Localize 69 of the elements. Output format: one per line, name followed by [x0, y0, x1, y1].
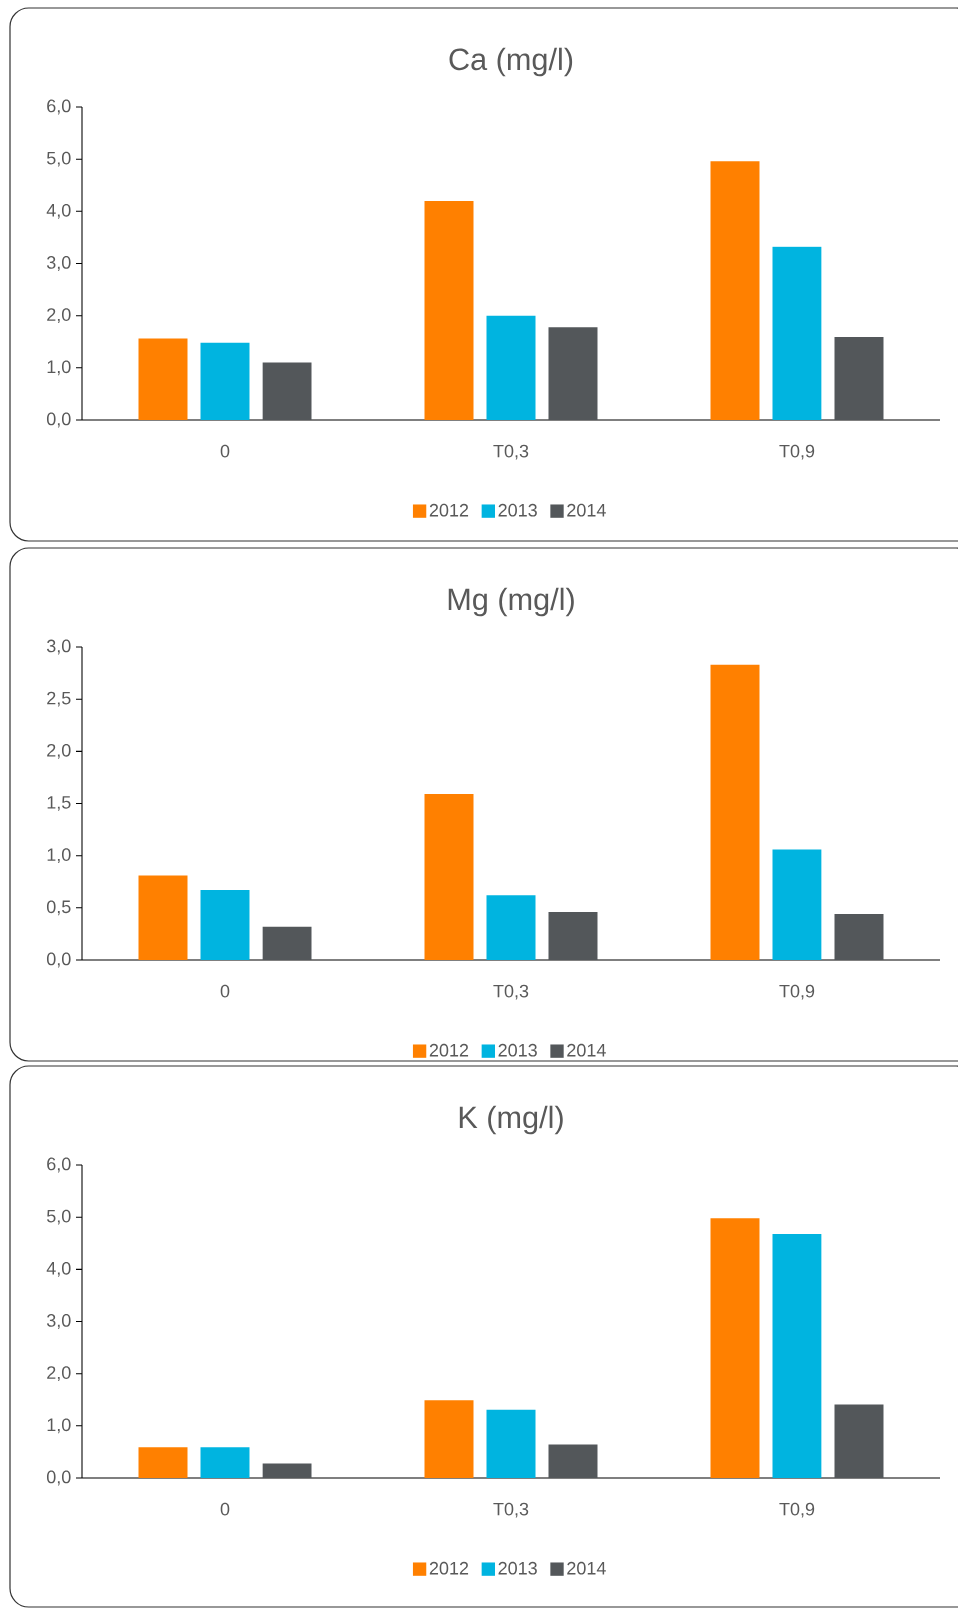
bar — [548, 327, 598, 420]
bar — [262, 1463, 312, 1478]
chart-title: Ca (mg/l) — [449, 47, 573, 77]
x-tick-label: T0,9 — [779, 984, 815, 1000]
x-tick-label: T0,3 — [493, 984, 529, 1000]
x-tick-label: T0,3 — [493, 1502, 529, 1518]
bar — [424, 1400, 474, 1478]
y-tick-label: 5,0 — [46, 151, 71, 167]
bar — [772, 246, 822, 420]
y-tick-label: 0,0 — [46, 952, 71, 968]
bar — [424, 200, 474, 420]
y-tick-label: 2,0 — [47, 308, 71, 324]
bar — [200, 1447, 250, 1478]
x-tick-label: T0,3 — [493, 444, 529, 460]
x-tick-label: 0 — [220, 984, 230, 998]
bar — [424, 794, 474, 961]
legend-label: 2014 — [567, 1043, 606, 1057]
bar — [772, 1233, 822, 1478]
bar — [486, 315, 536, 420]
bar — [200, 890, 250, 961]
y-tick-label: 0,5 — [46, 900, 71, 916]
y-tick-label: 1,0 — [47, 1418, 71, 1434]
y-tick-label: 6,0 — [47, 1157, 71, 1173]
y-tick-label: 0,0 — [46, 1470, 71, 1486]
bar — [548, 912, 598, 961]
y-tick-label: 1,5 — [47, 796, 71, 811]
legend-label: 2014 — [567, 1561, 606, 1575]
x-tick-label: T0,9 — [779, 444, 815, 460]
bar — [262, 926, 312, 961]
legend-label: 2013 — [498, 1561, 537, 1575]
legend-label: 2014 — [567, 503, 606, 517]
bar — [710, 664, 760, 961]
y-tick-label: 4,0 — [46, 1261, 71, 1277]
y-tick-label: 3,0 — [46, 639, 71, 655]
legend-label: 2013 — [498, 503, 537, 517]
y-tick-label: 1,0 — [47, 848, 71, 864]
x-tick-label: 0 — [220, 1502, 230, 1516]
y-tick-label: 3,0 — [46, 1314, 71, 1329]
bar — [834, 337, 884, 420]
bar — [486, 1409, 536, 1478]
legend-label: 2012 — [429, 1561, 469, 1575]
chart-title: Mg (mg/l) — [448, 587, 574, 617]
y-tick-label: 3,0 — [46, 256, 71, 271]
y-tick-label: 2,5 — [47, 691, 71, 707]
bar — [486, 895, 536, 961]
y-tick-label: 1,0 — [47, 360, 71, 376]
y-tick-label: 0,0 — [46, 412, 71, 428]
x-tick-label: 0 — [220, 444, 230, 458]
bar — [710, 1218, 760, 1478]
bar — [834, 914, 884, 961]
legend-label: 2012 — [429, 503, 469, 517]
bar — [262, 362, 312, 420]
bar — [772, 849, 822, 961]
bar — [138, 338, 188, 420]
y-tick-label: 2,0 — [47, 743, 71, 759]
x-tick-label: T0,9 — [779, 1502, 815, 1518]
bar — [138, 1447, 188, 1478]
bar — [200, 342, 250, 420]
y-tick-label: 5,0 — [46, 1209, 71, 1225]
bar — [548, 1444, 598, 1478]
y-tick-label: 6,0 — [47, 99, 71, 115]
bar — [834, 1404, 884, 1478]
chart-title: K (mg/l) — [459, 1105, 563, 1135]
y-tick-label: 2,0 — [47, 1366, 71, 1382]
bar — [710, 161, 760, 420]
bar — [138, 875, 188, 961]
legend-label: 2012 — [429, 1043, 469, 1057]
legend-label: 2013 — [498, 1043, 537, 1057]
y-tick-label: 4,0 — [46, 203, 71, 219]
